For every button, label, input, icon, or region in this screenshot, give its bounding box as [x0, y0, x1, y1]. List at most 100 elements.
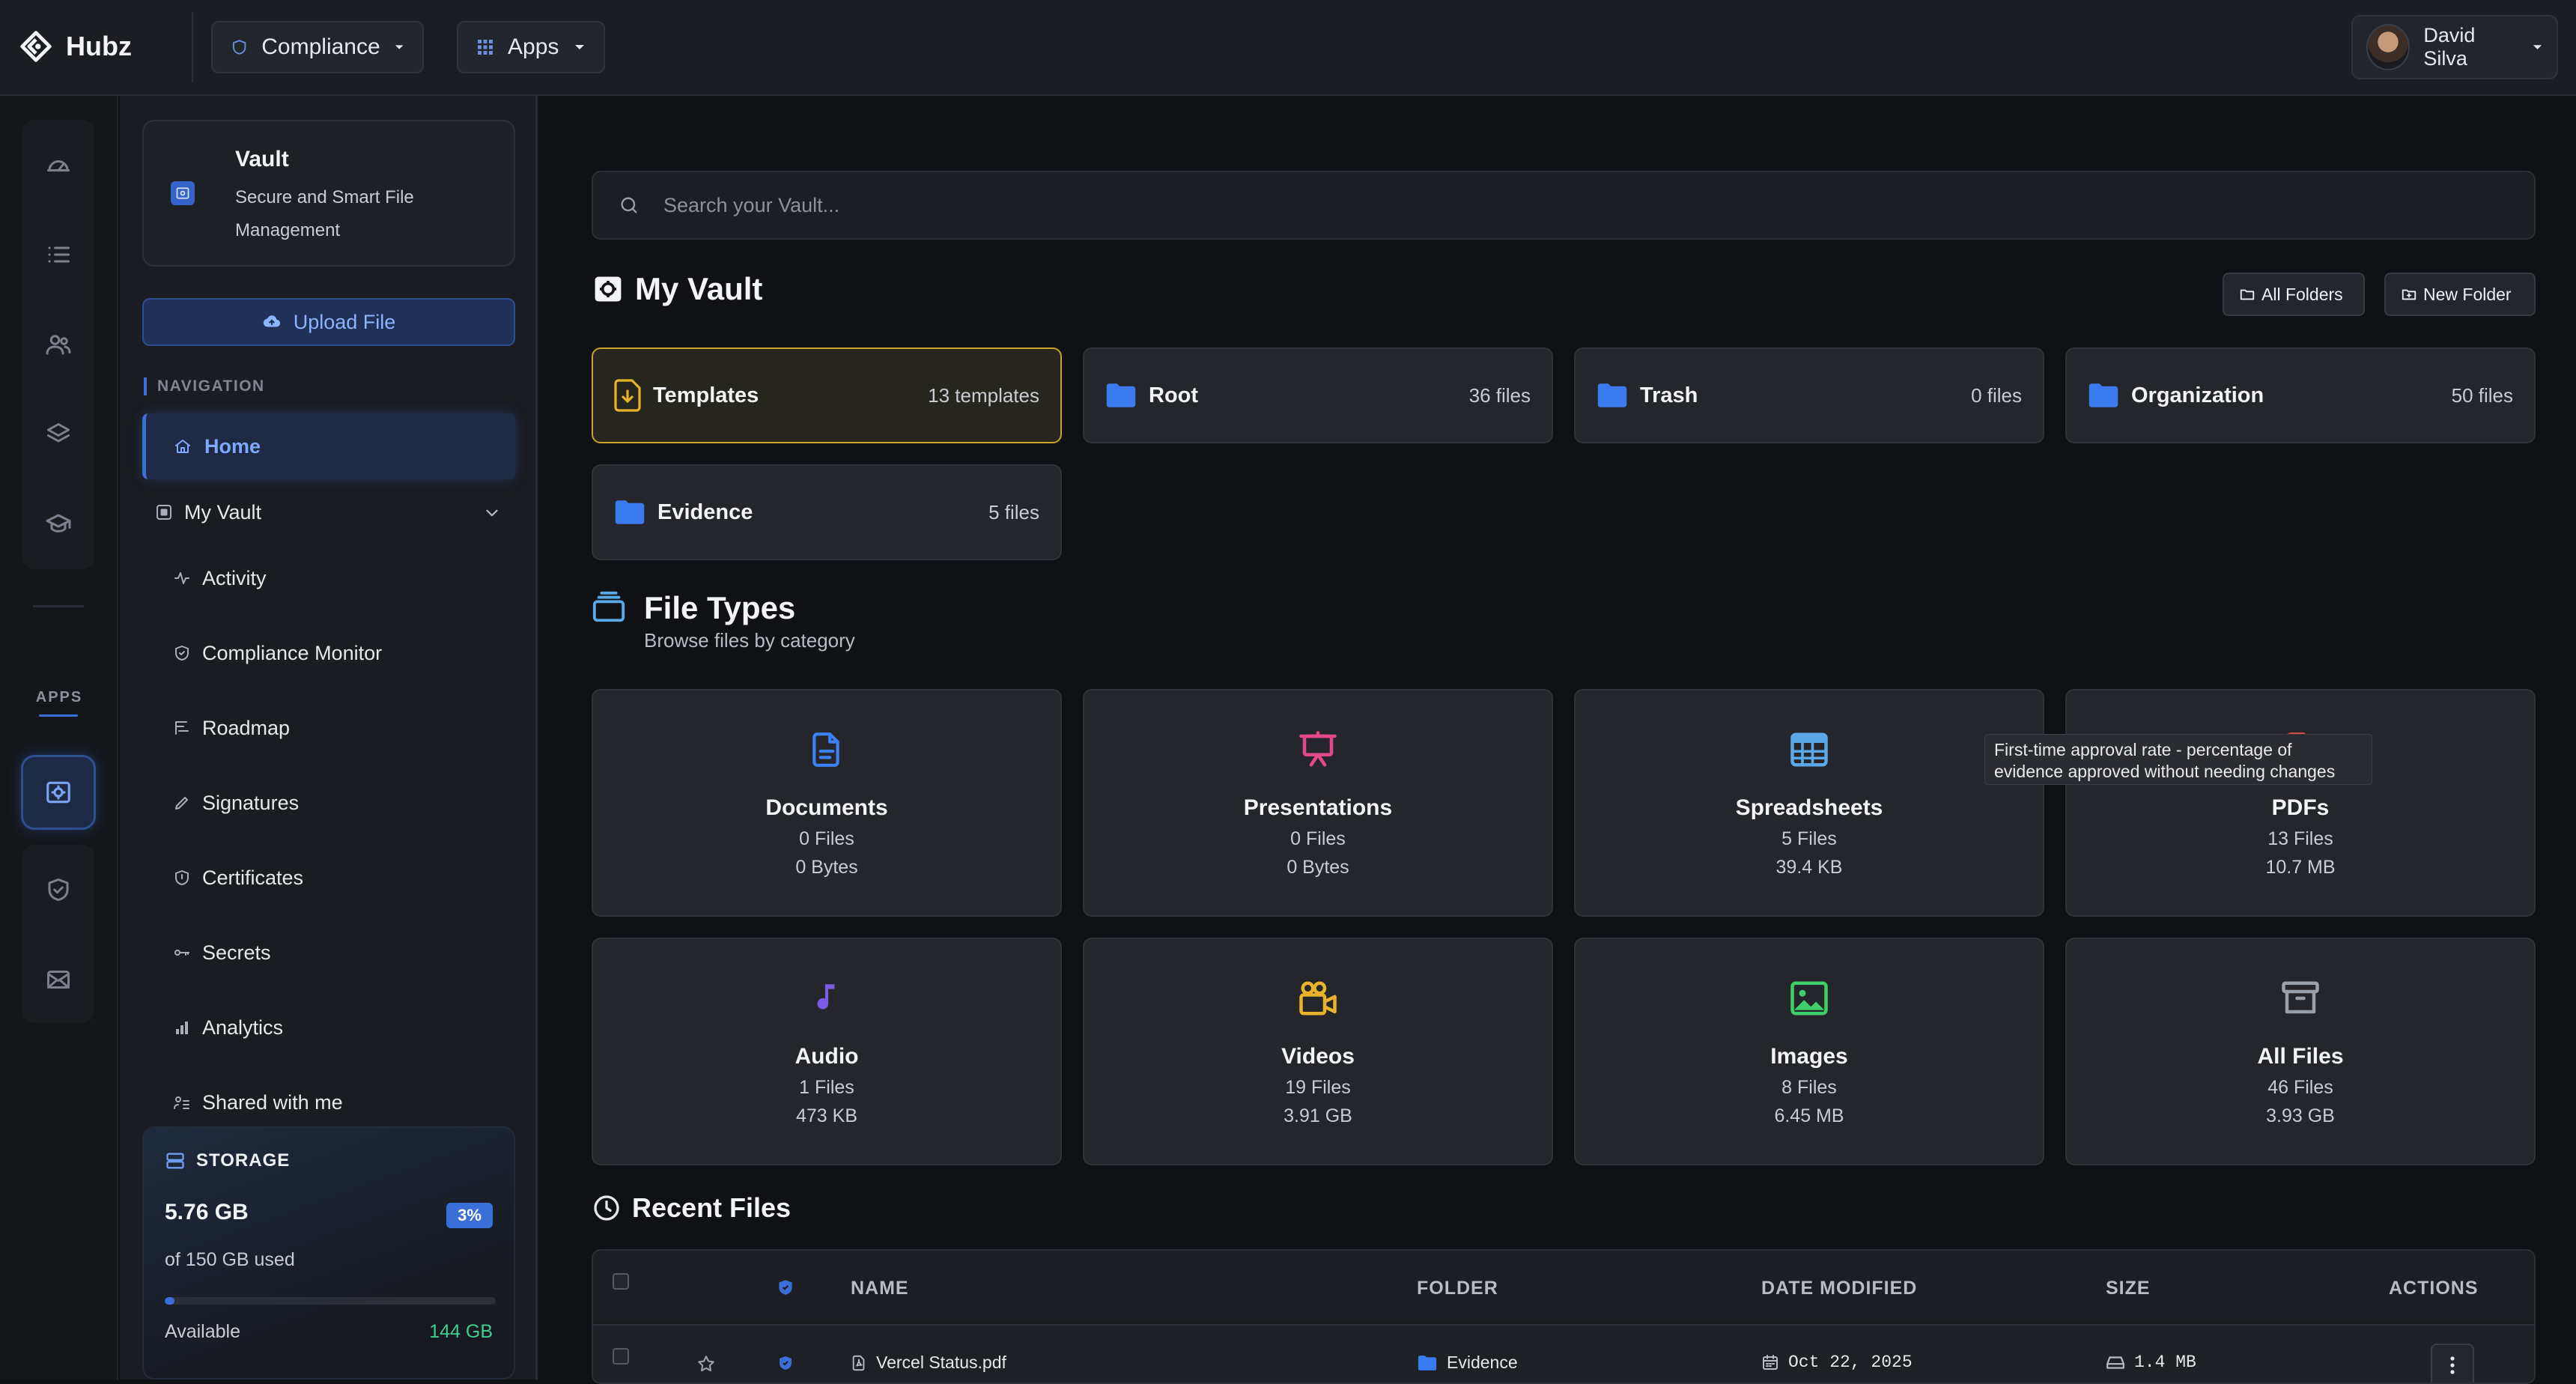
storage-card: STORAGE 5.76 GB 3% of 150 GB used Availa…	[142, 1126, 515, 1380]
more-vertical-icon	[2450, 1356, 2455, 1374]
sidebar-item-compliance-monitor[interactable]: Compliance Monitor	[142, 620, 515, 686]
select-all-checkbox[interactable]	[613, 1273, 629, 1290]
file-type-name: PDFs	[2271, 795, 2330, 820]
size-cell: 1.4 MB	[2106, 1353, 2196, 1372]
file-type-card-pdfs[interactable]: PDFs 13 Files 10.7 MB	[2065, 689, 2536, 917]
sidebar-item-activity[interactable]: Activity	[142, 545, 515, 611]
roadmap-icon	[172, 719, 192, 737]
vault-app-button[interactable]	[21, 755, 96, 830]
file-name: Vercel Status.pdf	[876, 1353, 1006, 1372]
storage-used-value: 5.76 GB	[165, 1200, 249, 1224]
compliance-switcher-button[interactable]: Compliance	[211, 21, 424, 73]
file-type-count: 5 Files	[1781, 828, 1837, 849]
dashboard-icon[interactable]	[22, 120, 94, 210]
divider	[39, 714, 78, 717]
sidebar-item-home[interactable]: Home	[142, 413, 515, 479]
rail-apps-group	[22, 845, 94, 1023]
file-type-card-all-files[interactable]: All Files 46 Files 3.93 GB	[2065, 938, 2536, 1165]
sidebar-item-label: Secrets	[202, 941, 271, 964]
certificate-icon	[172, 869, 192, 887]
spreadsheet-icon	[1790, 732, 1828, 767]
file-type-count: 8 Files	[1781, 1077, 1837, 1098]
sidebar: Vault Secure and Smart File Management U…	[120, 96, 538, 1380]
layers-icon[interactable]	[22, 389, 94, 479]
file-type-card-documents[interactable]: Documents 0 Files 0 Bytes	[592, 689, 1062, 917]
sidebar-item-certificates[interactable]: Certificates	[142, 845, 515, 911]
file-type-name: Spreadsheets	[1735, 795, 1883, 820]
chevron-down-icon[interactable]	[482, 503, 502, 523]
user-name: David Silva	[2423, 24, 2476, 70]
vault-title: Vault	[235, 147, 289, 172]
divider	[33, 605, 84, 607]
vault-icon	[171, 181, 195, 205]
folder-card-evidence[interactable]: Evidence 5 files	[592, 464, 1062, 560]
sidebar-item-label: Analytics	[202, 1016, 284, 1039]
folder-card-templates[interactable]: Templates 13 templates	[592, 347, 1062, 443]
shield-check-icon[interactable]	[22, 845, 94, 935]
folder-count: 36 files	[1468, 383, 1531, 407]
folder-name: Evidence	[657, 500, 753, 524]
bar-chart-icon	[172, 1019, 192, 1037]
storage-heading: STORAGE	[165, 1150, 290, 1171]
all-folders-label: All Folders	[2261, 284, 2343, 304]
main-content: My Vault All Folders New Folder Template…	[539, 96, 2576, 1384]
star-icon[interactable]	[696, 1354, 716, 1374]
users-icon[interactable]	[22, 300, 94, 389]
file-type-card-videos[interactable]: Videos 19 Files 3.91 GB	[1083, 938, 1553, 1165]
file-type-card-presentations[interactable]: Presentations 0 Files 0 Bytes	[1083, 689, 1553, 917]
apps-menu-button[interactable]: Apps	[457, 21, 605, 73]
file-type-size: 6.45 MB	[1774, 1105, 1844, 1126]
list-icon[interactable]	[22, 210, 94, 300]
sidebar-item-analytics[interactable]: Analytics	[142, 995, 515, 1060]
folder-icon	[1418, 1355, 1437, 1371]
new-folder-button[interactable]: New Folder	[2384, 273, 2536, 316]
sidebar-item-my-vault[interactable]: My Vault	[142, 479, 515, 545]
vault-icon	[154, 503, 174, 521]
caret-down-icon	[2533, 45, 2542, 49]
file-type-card-spreadsheets[interactable]: Spreadsheets 5 Files 39.4 KB	[1574, 689, 2044, 917]
search-bar[interactable]	[592, 171, 2536, 240]
column-header-folder[interactable]: FOLDER	[1417, 1278, 1498, 1299]
folder-cell: Evidence	[1417, 1353, 1518, 1373]
storage-available-value: 144 GB	[429, 1321, 493, 1342]
row-checkbox[interactable]	[613, 1348, 629, 1365]
file-type-size: 39.4 KB	[1775, 857, 1843, 878]
folder-card-root[interactable]: Root 36 files	[1083, 347, 1553, 443]
brand-logo[interactable]: Hubz	[19, 30, 132, 63]
file-type-card-images[interactable]: Images 8 Files 6.45 MB	[1574, 938, 2044, 1165]
table-row[interactable]: Vercel Status.pdf Evidence Oct 22, 2025 …	[593, 1324, 2534, 1383]
shared-icon	[172, 1093, 192, 1111]
my-vault-heading: My Vault	[592, 271, 762, 307]
folder-plus-icon	[2402, 289, 2416, 300]
rail-apps-label: APPS	[35, 689, 83, 705]
file-type-card-audio[interactable]: Audio 1 Files 473 KB	[592, 938, 1062, 1165]
date-modified: Oct 22, 2025	[1788, 1353, 1913, 1372]
date-cell: Oct 22, 2025	[1761, 1353, 1913, 1372]
column-header-date-modified[interactable]: DATE MODIFIED	[1761, 1278, 1918, 1299]
graduation-cap-icon[interactable]	[22, 479, 94, 569]
mail-icon[interactable]	[22, 935, 94, 1025]
recent-files-title: Recent Files	[632, 1192, 792, 1223]
row-actions-button[interactable]	[2431, 1344, 2474, 1383]
folder-count: 5 files	[988, 500, 1039, 523]
clock-icon	[594, 1195, 619, 1221]
folder-card-organization[interactable]: Organization 50 files	[2065, 347, 2536, 443]
upload-file-button[interactable]: Upload File	[142, 298, 515, 346]
storage-percent-badge: 3%	[446, 1203, 493, 1228]
column-header-size[interactable]: SIZE	[2106, 1278, 2151, 1299]
key-icon	[172, 944, 192, 962]
file-type-count: 13 Files	[2267, 828, 2333, 849]
sidebar-item-signatures[interactable]: Signatures	[142, 770, 515, 836]
sidebar-item-roadmap[interactable]: Roadmap	[142, 695, 515, 761]
file-name-cell[interactable]: Vercel Status.pdf	[851, 1353, 1006, 1373]
shield-icon	[779, 1280, 792, 1295]
sidebar-item-shared-with-me[interactable]: Shared with me	[142, 1069, 515, 1135]
sidebar-item-secrets[interactable]: Secrets	[142, 920, 515, 986]
user-menu-button[interactable]: David Silva	[2351, 15, 2558, 79]
folder-name: Evidence	[1447, 1353, 1518, 1372]
folder-card-trash[interactable]: Trash 0 files	[1574, 347, 2044, 443]
search-input[interactable]	[663, 193, 2311, 217]
column-header-name[interactable]: NAME	[851, 1278, 909, 1299]
all-folders-button[interactable]: All Folders	[2223, 273, 2365, 316]
file-type-name: Images	[1770, 1044, 1848, 1069]
